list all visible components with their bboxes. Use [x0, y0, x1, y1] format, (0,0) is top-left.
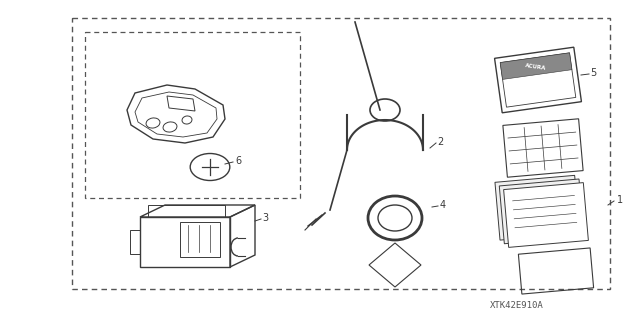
Text: XTK42E910A: XTK42E910A: [490, 300, 544, 309]
Bar: [180, 222, 220, 257]
Text: 2: 2: [437, 137, 444, 147]
Polygon shape: [504, 182, 588, 247]
Bar: [72, 18, 610, 289]
Polygon shape: [500, 53, 572, 79]
Polygon shape: [495, 175, 580, 240]
Bar: [85, 32, 300, 198]
Text: ACURA: ACURA: [525, 63, 547, 70]
Text: 1: 1: [617, 195, 623, 205]
Text: 3: 3: [262, 213, 268, 223]
Polygon shape: [499, 179, 584, 244]
Text: 6: 6: [235, 156, 241, 166]
Text: 5: 5: [590, 68, 596, 78]
Text: 4: 4: [440, 200, 446, 210]
